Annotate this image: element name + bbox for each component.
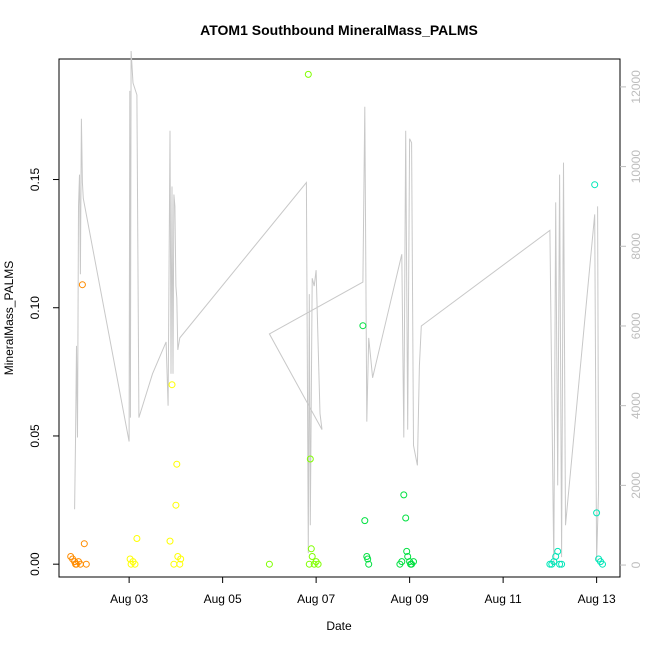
y-right-tick-label: 6000 [629,312,643,339]
chart-title: ATOM1 Southbound MineralMass_PALMS [200,22,478,38]
y-right-tick-label: 4000 [629,392,643,419]
data-point [403,547,411,555]
y-left-tick-label: 0.10 [28,296,42,320]
data-point [131,560,139,568]
data-point [173,460,181,468]
plot-frame [58,58,621,578]
x-tick-label: Aug 07 [297,592,335,606]
data-point [599,560,606,568]
x-tick-label: Aug 05 [204,592,242,606]
y-left-tick-label: 0.15 [28,168,42,192]
x-tick-label: Aug 09 [391,592,429,606]
y-right-tick-label: 0 [629,561,643,568]
data-point [133,535,141,542]
data-point [168,381,176,389]
data-point [82,560,90,568]
data-point [80,540,88,548]
data-point [314,560,322,568]
data-point [591,181,599,189]
elevation-line-layer [74,50,600,566]
data-point [305,560,313,568]
data-point [398,558,406,566]
data-point [306,455,314,463]
x-tick-label: Aug 13 [578,592,616,606]
y-right-tick-label: 8000 [629,233,643,260]
x-axis-label: Date [326,619,352,633]
data-point [361,517,369,525]
data-point [172,501,180,509]
y-axis-right: 0 2000 4000 6000 8000 10000 12000 [620,70,643,568]
x-tick-label: Aug 03 [110,592,148,606]
data-point [364,555,372,563]
data-point [558,560,566,568]
data-point [166,537,174,545]
y-left-tick-label: 0.00 [28,552,42,576]
data-point [593,509,601,517]
data-point [78,281,86,289]
series-line [74,50,600,566]
data-point [72,560,80,568]
x-tick-label: Aug 11 [485,592,522,606]
y-right-tick-label: 2000 [629,472,643,499]
data-point [556,560,564,568]
data-point [554,547,562,555]
data-point [365,560,373,568]
y-axis-label: MineralMass_PALMS [2,261,16,375]
y-right-tick-label: 10000 [629,150,643,184]
data-point [400,491,408,499]
data-point [402,514,410,522]
data-point [308,553,316,560]
y-left-tick-label: 0.05 [28,424,42,448]
data-point [177,555,185,563]
y-axis-left: 0.00 0.05 0.10 0.15 [28,168,59,576]
data-point [307,545,315,553]
data-point [359,322,367,330]
points-layer [67,70,606,568]
data-point [410,558,417,566]
x-axis: Aug 03 Aug 05 Aug 07 Aug 09 Aug 11 Aug 13 [110,577,616,606]
data-point [176,560,184,568]
data-point [170,560,178,568]
data-point [265,560,273,568]
y-right-tick-label: 12000 [629,70,643,104]
data-point [304,70,312,78]
